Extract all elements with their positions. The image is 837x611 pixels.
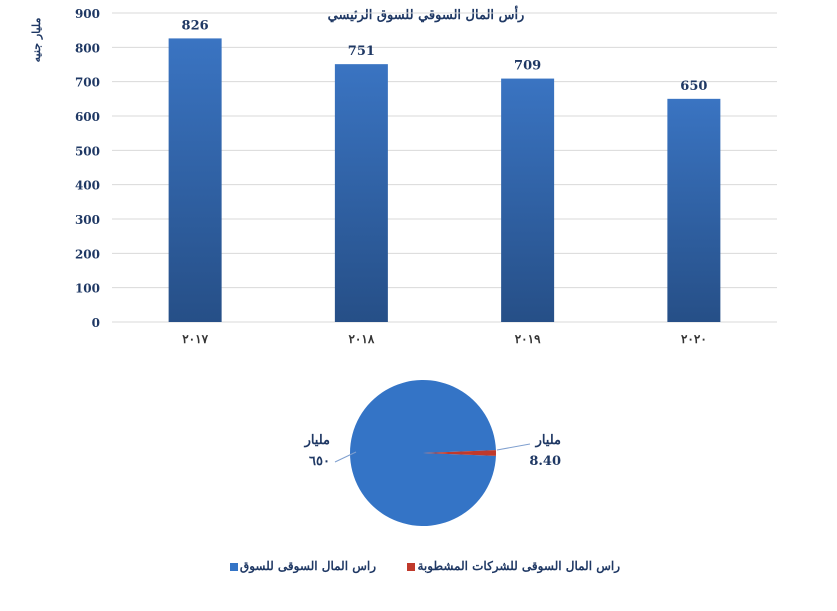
bar-chart: رأس المال السوقي للسوق الرئيسي مليار جني… <box>30 6 777 346</box>
pie-label-delisted-unit: مليار <box>535 433 561 448</box>
pie-leader-line-delisted <box>496 443 531 451</box>
legend-swatch-market <box>230 563 238 571</box>
y-tick-label: 300 <box>75 213 100 227</box>
pie-slice-market <box>350 380 496 526</box>
pie-chart: مليار ٦٥٠ مليار 8.40 <box>304 380 561 526</box>
y-tick-labels: 0 100 200 300 400 500 600 700 800 900 <box>75 7 100 330</box>
y-tick-label: 500 <box>75 144 100 158</box>
bar-data-label: 826 <box>182 18 209 33</box>
pie-label-market-value: ٦٥٠ <box>309 454 330 469</box>
bar <box>168 38 222 322</box>
bar <box>334 64 388 322</box>
y-tick-label: 800 <box>75 41 100 55</box>
bar-series: 826 751 709 650 <box>168 18 721 323</box>
bar <box>501 78 555 323</box>
pie-label-market-unit: مليار <box>304 433 330 448</box>
y-tick-label: 900 <box>75 7 100 21</box>
x-tick-labels: ٢٠١٧ ٢٠١٨ ٢٠١٩ ٢٠٢٠ <box>182 332 707 346</box>
y-tick-label: 0 <box>92 316 100 330</box>
legend-label-delisted: راس المال السوقى للشركات المشطوبة <box>418 559 621 574</box>
pie-leader-line-market <box>334 451 357 463</box>
y-tick-label: 700 <box>75 76 100 90</box>
bar-data-label: 709 <box>514 59 541 74</box>
x-tick-label: ٢٠٢٠ <box>681 332 707 346</box>
y-axis-label: مليار جنيه <box>30 18 43 63</box>
pie-slice-delisted <box>423 450 496 456</box>
pie-slices <box>350 380 496 526</box>
grid-lines <box>112 12 777 323</box>
y-tick-label: 200 <box>75 247 100 261</box>
legend-label-market: راس المال السوقى للسوق <box>240 559 376 574</box>
bar-data-label: 650 <box>680 79 707 94</box>
legend-swatch-delisted <box>407 563 415 571</box>
x-tick-label: ٢٠١٨ <box>348 332 374 346</box>
bar-data-label: 751 <box>348 44 375 59</box>
bar <box>667 98 721 322</box>
y-tick-label: 100 <box>75 282 100 296</box>
x-tick-label: ٢٠١٩ <box>515 332 541 346</box>
x-tick-label: ٢٠١٧ <box>182 332 208 346</box>
y-tick-label: 600 <box>75 110 100 124</box>
bar-chart-title: رأس المال السوقي للسوق الرئيسي <box>328 6 525 23</box>
y-tick-label: 400 <box>75 179 100 193</box>
pie-legend: راس المال السوقى للشركات المشطوبة راس ال… <box>230 559 620 574</box>
pie-label-delisted-value: 8.40 <box>529 454 561 469</box>
